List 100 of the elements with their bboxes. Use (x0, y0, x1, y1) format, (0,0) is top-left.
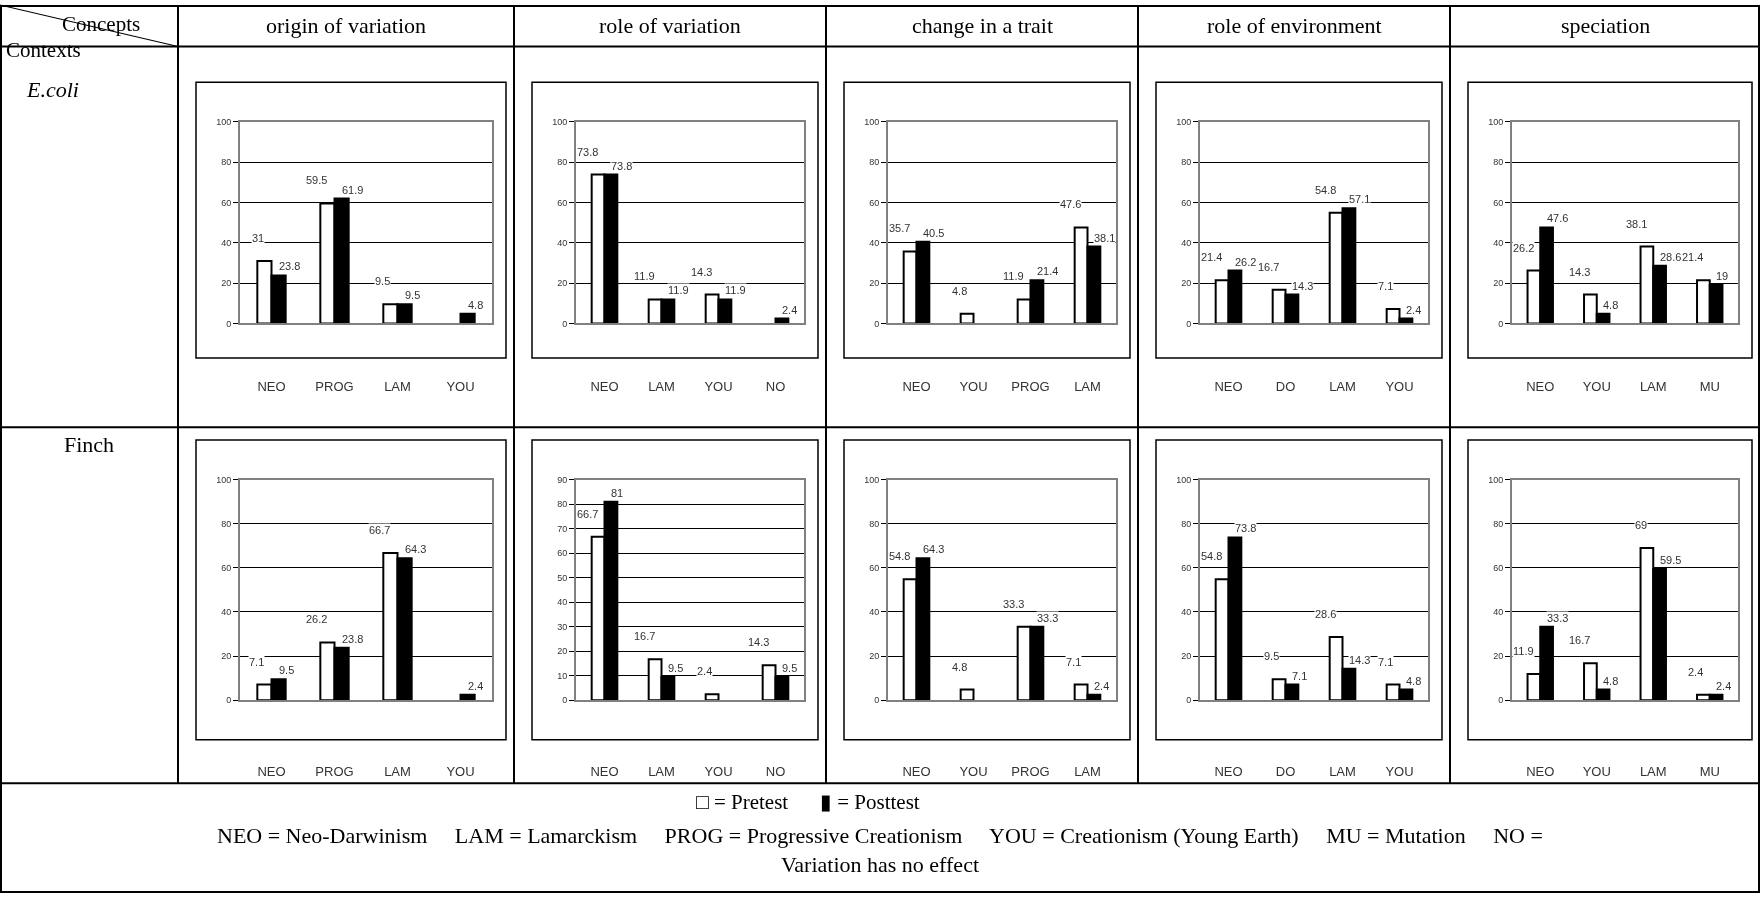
x-tick-label: LAM (1639, 763, 1667, 779)
x-tick-label: LAM (1639, 379, 1667, 395)
y-tick-label: 0 (1186, 318, 1192, 329)
y-tick-label: 20 (1493, 651, 1504, 662)
data-label: 14.3 (1292, 280, 1314, 292)
x-tick-label: LAM (648, 763, 675, 779)
y-tick-label: 100 (216, 474, 232, 485)
data-label: 33.3 (1547, 612, 1569, 624)
data-label: 9.5 (405, 289, 421, 301)
y-tick-label: 60 (1181, 197, 1192, 208)
y-tick-label: 100 (1488, 116, 1504, 127)
y-tick-label: 0 (226, 318, 232, 329)
y-tick-label: 40 (221, 237, 232, 248)
x-tick-label: YOU (704, 763, 733, 779)
y-tick-label: 0 (226, 695, 232, 706)
data-label: 26.2 (1235, 256, 1257, 268)
data-label: 40.5 (923, 227, 945, 239)
x-tick-label: NEO (1526, 763, 1555, 779)
y-tick-label: 20 (1181, 278, 1192, 289)
y-tick-label: 40 (869, 237, 880, 248)
data-label: 33.3 (1037, 612, 1059, 624)
data-label: 47.6 (1060, 198, 1082, 210)
x-tick-label: MU (1699, 763, 1720, 779)
data-label: 2.4 (1688, 666, 1704, 678)
y-tick-label: 80 (557, 499, 568, 510)
y-tick-label: 20 (557, 278, 568, 289)
x-tick-label: NEO (590, 763, 619, 779)
x-tick-label: YOU (446, 763, 475, 779)
chart-title: origin of variation (266, 13, 427, 38)
y-tick-label: 80 (221, 157, 232, 168)
y-tick-label: 100 (864, 116, 880, 127)
data-label: 73.8 (577, 146, 599, 158)
data-label: 11.9 (1003, 270, 1024, 282)
data-label: 11.9 (634, 270, 655, 282)
y-tick-label: 60 (869, 563, 880, 574)
data-label: 2.4 (782, 304, 798, 316)
data-label: 2.4 (468, 680, 484, 692)
data-label: 81 (611, 487, 624, 499)
data-label: 11.9 (668, 284, 689, 296)
y-tick-label: 30 (557, 621, 568, 632)
bar (459, 312, 476, 324)
data-label: 7.1 (249, 656, 265, 668)
x-tick-label: NEO (1214, 379, 1243, 395)
y-tick-label: 40 (557, 597, 568, 608)
y-tick-label: 0 (874, 318, 880, 329)
data-label: 7.1 (1378, 656, 1394, 668)
x-tick-label: NEO (1214, 763, 1243, 779)
y-tick-label: 100 (1176, 474, 1192, 485)
data-label: 2.4 (697, 665, 713, 677)
y-tick-label: 70 (557, 523, 568, 534)
y-tick-label: 80 (1493, 518, 1504, 529)
data-label: 16.7 (634, 630, 656, 642)
data-label: 73.8 (611, 160, 633, 172)
y-tick-label: 50 (557, 572, 568, 583)
data-label: 66.7 (369, 524, 391, 536)
x-tick-label: LAM (1074, 379, 1101, 395)
y-tick-label: 0 (562, 318, 568, 329)
data-label: 64.3 (405, 543, 427, 555)
data-label: 4.8 (952, 661, 968, 673)
x-tick-label: MU (1699, 379, 1720, 395)
y-tick-label: 0 (874, 695, 880, 706)
x-tick-label: PROG (1011, 763, 1050, 779)
text: Finch (64, 432, 115, 457)
data-label: 4.8 (1603, 675, 1619, 687)
data-label: 2.4 (1094, 680, 1110, 692)
x-tick-label: NEO (1526, 379, 1555, 395)
data-label: 19 (1716, 270, 1729, 282)
y-tick-label: 60 (557, 197, 568, 208)
y-tick-label: 60 (1493, 563, 1504, 574)
y-tick-label: 80 (557, 157, 568, 168)
data-label: 59.5 (306, 174, 328, 186)
y-tick-label: 20 (869, 278, 880, 289)
y-tick-label: 40 (869, 607, 880, 618)
data-label: 7.1 (1378, 280, 1394, 292)
y-tick-label: 20 (557, 646, 568, 657)
data-label: 9.5 (782, 662, 798, 674)
data-label: 21.4 (1201, 251, 1223, 263)
y-tick-label: 40 (221, 607, 232, 618)
x-tick-label: LAM (648, 379, 675, 395)
data-label: 4.8 (952, 285, 968, 297)
data-label: 59.5 (1660, 554, 1682, 566)
y-tick-label: 0 (1498, 695, 1504, 706)
x-tick-label: YOU (704, 379, 733, 395)
data-label: 14.3 (691, 266, 713, 278)
x-tick-label: YOU (1385, 763, 1414, 779)
x-tick-label: YOU (1385, 379, 1414, 395)
data-label: 31 (252, 232, 265, 244)
data-label: 26.2 (1513, 242, 1535, 254)
data-label: 14.3 (1349, 654, 1371, 666)
data-label: 16.7 (1258, 261, 1280, 273)
data-label: 16.7 (1569, 634, 1591, 646)
data-label: 9.5 (668, 662, 684, 674)
data-label: 54.8 (1201, 550, 1223, 562)
y-tick-label: 80 (1181, 518, 1192, 529)
x-tick-label: YOU (959, 379, 988, 395)
data-label: 54.8 (889, 550, 911, 562)
y-tick-label: 20 (221, 278, 232, 289)
data-label: 14.3 (1569, 266, 1591, 278)
bar (959, 312, 975, 324)
x-tick-label: YOU (1582, 379, 1611, 395)
